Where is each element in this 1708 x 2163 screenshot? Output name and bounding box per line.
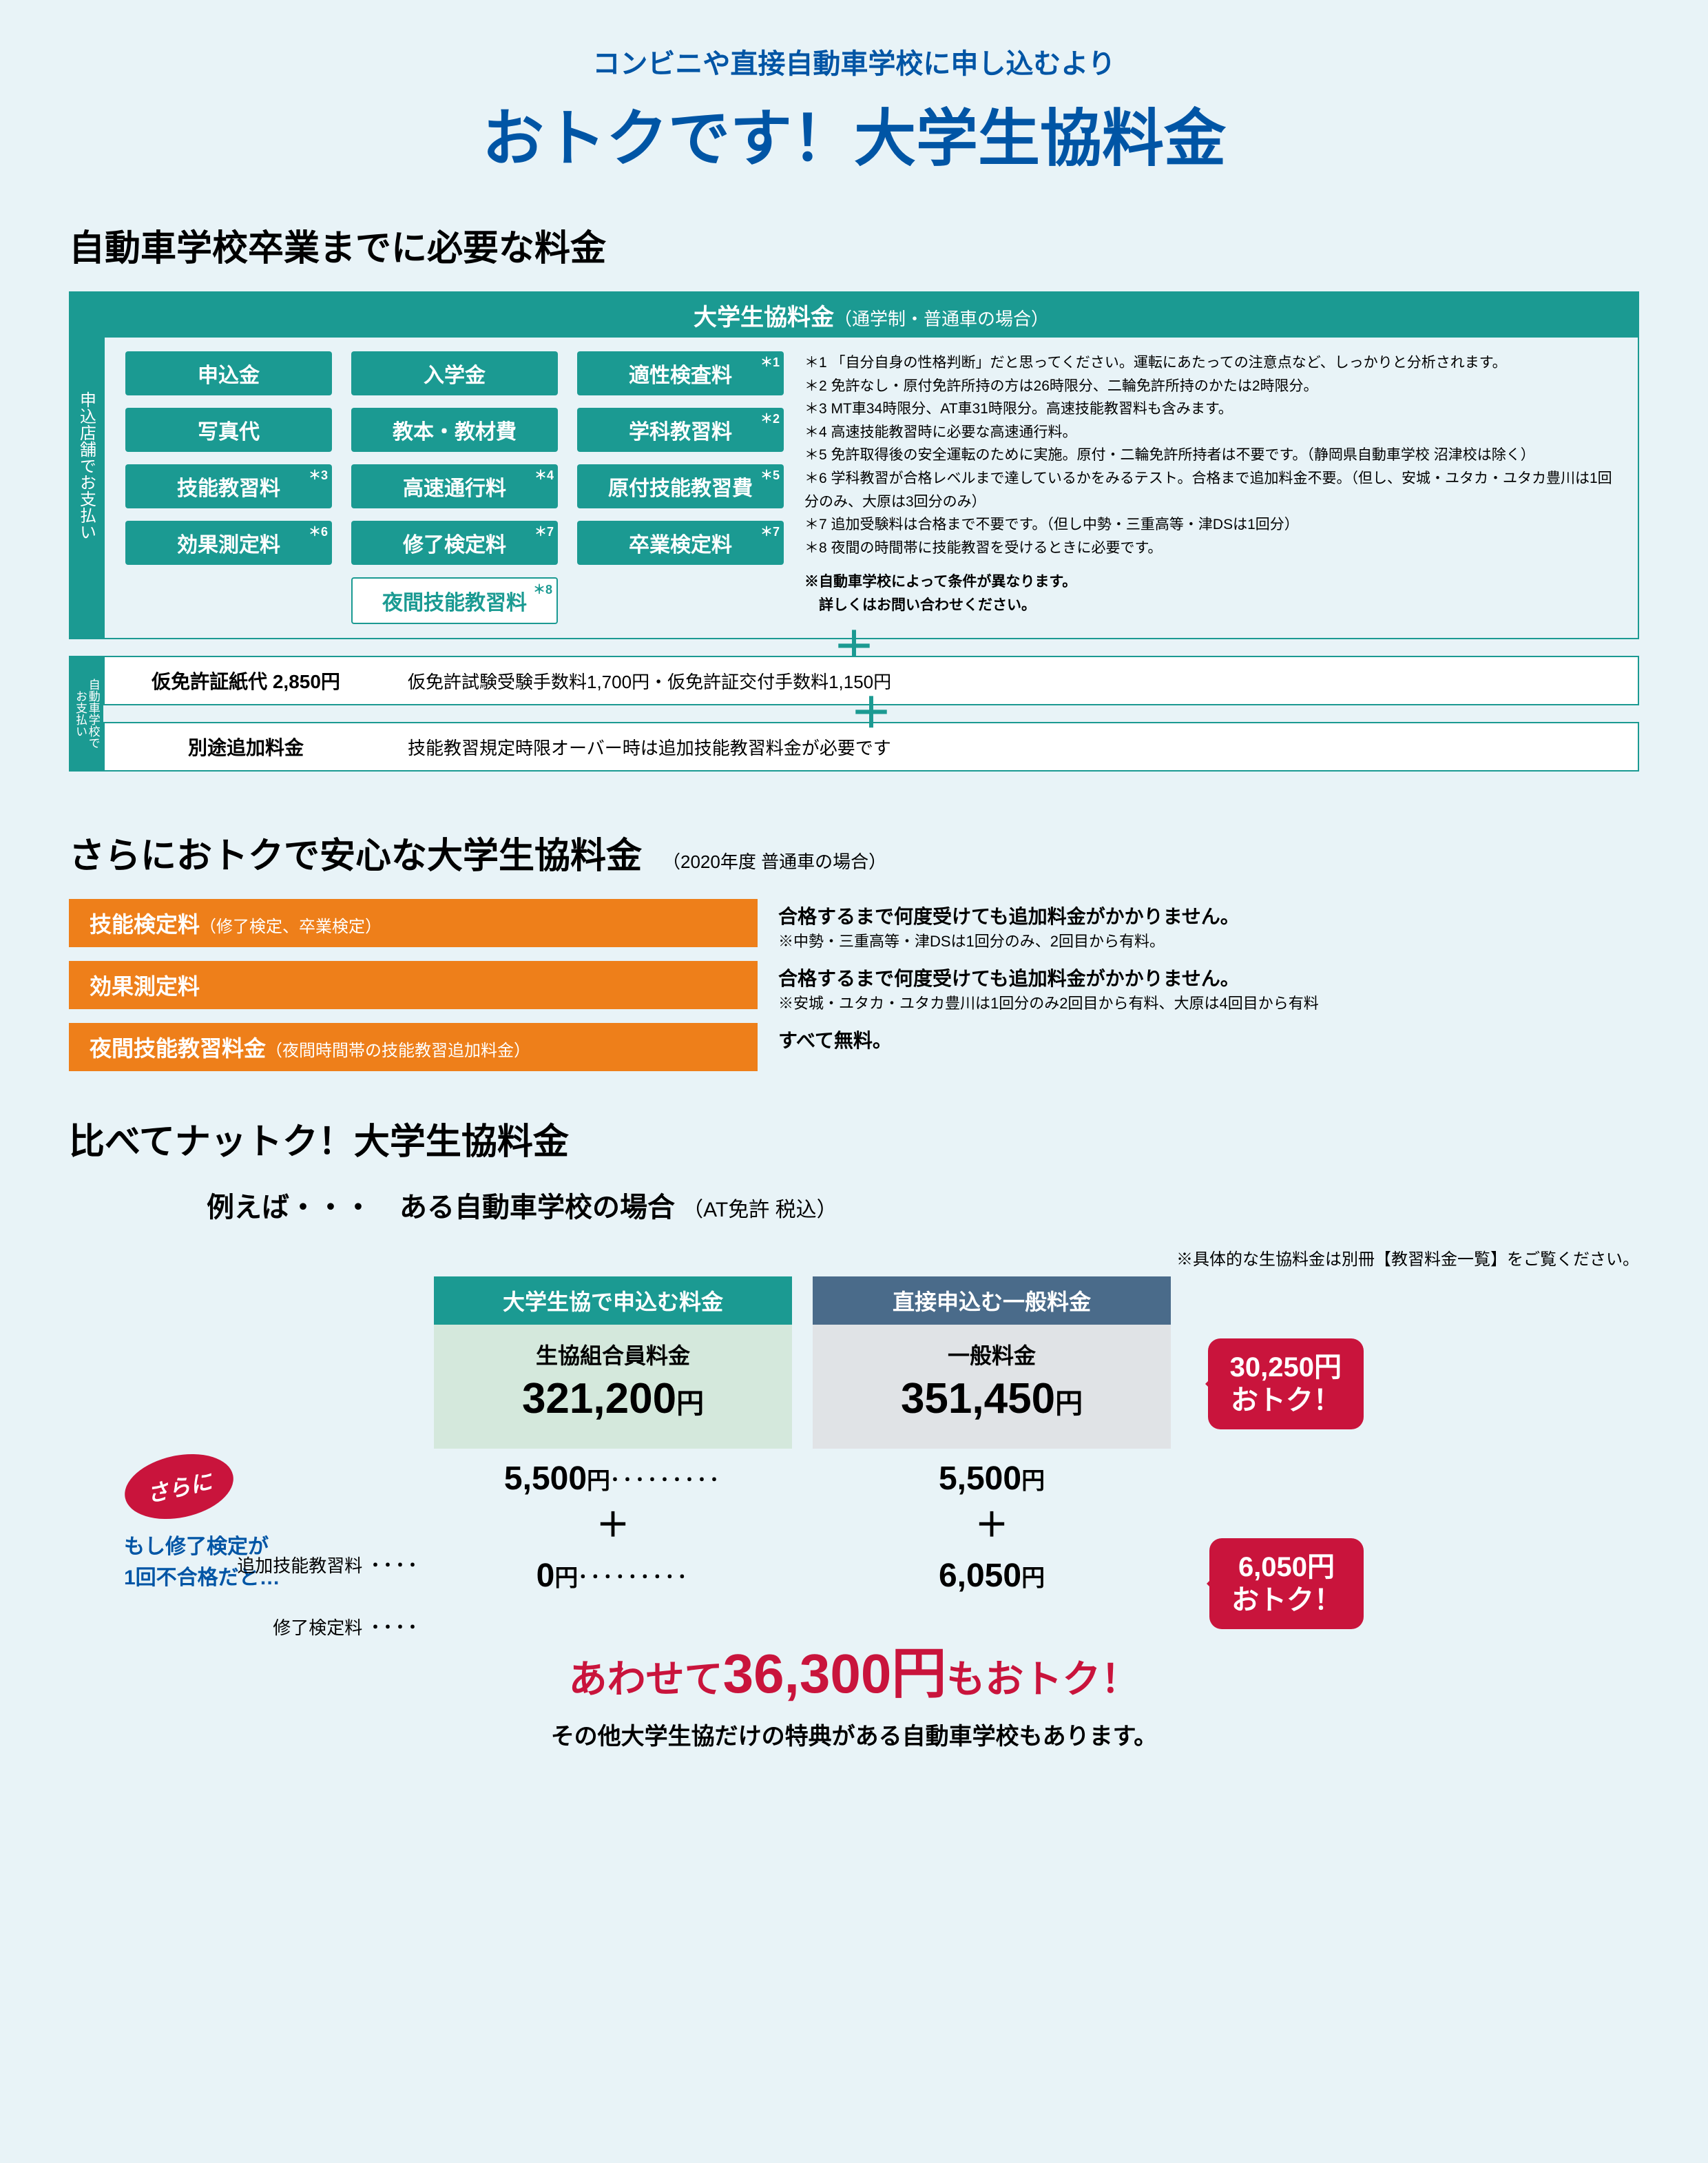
fee-pill: 修了検定料＊7 — [351, 521, 558, 565]
fee-pill: 適性検査料＊1 — [577, 351, 784, 395]
fee-diagram: 申込店舗でお支払い 大学生協料金（通学制・普通車の場合） 申込金入学金適性検査料… — [69, 291, 1639, 772]
fee-pill: 学科教習料＊2 — [577, 408, 784, 452]
fee-pill: 高速通行料＊4 — [351, 464, 558, 508]
col1-head: 大学生協で申込む料金 — [434, 1276, 792, 1325]
benefit-bar: 夜間技能教習料金（夜間時間帯の技能教習追加料金） — [69, 1023, 758, 1071]
compare-table: さらに もし修了検定が 1回不合格だと… 追加技能教習料 ････ 修了検定料 … — [124, 1276, 1639, 1595]
fee-pill: 入学金 — [351, 351, 558, 395]
vtab-school: 自動車学校で お支払い — [69, 656, 103, 772]
section3-sub: 例えば・・・ ある自動車学校の場合 （AT免許 税込） — [207, 1185, 1639, 1225]
section1-title: 自動車学校卒業までに必要な料金 — [69, 219, 1639, 271]
sara-badge: さらに — [118, 1445, 239, 1528]
compare-left: さらに もし修了検定が 1回不合格だと… 追加技能教習料 ････ 修了検定料 … — [124, 1276, 413, 1593]
sub-headline: コンビニや直接自動車学校に申し込むより — [69, 41, 1639, 81]
section2-title: さらにおトクで安心な大学生協料金 — [69, 827, 642, 878]
col2-head: 直接申込む一般料金 — [813, 1276, 1171, 1325]
section-benefits: さらにおトクで安心な大学生協料金 （2020年度 普通車の場合） 技能検定料（修… — [69, 827, 1639, 1071]
fee-pill: 卒業検定料＊7 — [577, 521, 784, 565]
benefit-row: 効果測定料合格するまで何度受けても追加料金がかかりません。※安城・ユタカ・ユタカ… — [69, 961, 1639, 1013]
row-labels: 追加技能教習料 ････ 修了検定料 ････ — [237, 1535, 420, 1658]
fee-notes: ＊1 「自分自身の性格判断」だと思ってください。運転にあたっての注意点など、しっ… — [804, 338, 1638, 638]
benefit-row: 夜間技能教習料金（夜間時間帯の技能教習追加料金）すべて無料。 — [69, 1023, 1639, 1071]
vtab-store: 申込店舗でお支払い — [69, 291, 103, 639]
header: コンビニや直接自動車学校に申し込むより おトクです！大学生協料金 — [69, 41, 1639, 178]
section3-title: 比べてナットク！大学生協料金 — [69, 1112, 1639, 1164]
section3-note: ※具体的な生協料金は別冊【教習料金一覧】をご覧ください。 — [69, 1245, 1639, 1270]
compare-col-coop: 大学生協で申込む料金 生協組合員料金 321,200円 5,500円･･････… — [434, 1276, 792, 1595]
fee-pill: 原付技能教習費＊5 — [577, 464, 784, 508]
save-badge-2: 6,050円 おトク！ — [1209, 1538, 1364, 1629]
fee-pill: 技能教習料＊3 — [125, 464, 332, 508]
benefit-bar: 技能検定料（修了検定、卒業検定） — [69, 899, 758, 947]
fee-grid: 申込金入学金適性検査料＊1 写真代教本・教材費学科教習料＊2 技能教習料＊3 高速通行… — [105, 338, 804, 638]
fee-pill: 写真代 — [125, 408, 332, 452]
main-headline: おトクです！大学生協料金 — [69, 88, 1639, 178]
benefits-list: 技能検定料（修了検定、卒業検定）合格するまで何度受けても追加料金がかかりません。… — [69, 899, 1639, 1071]
benefit-row: 技能検定料（修了検定、卒業検定）合格するまで何度受けても追加料金がかかりません。… — [69, 899, 1639, 951]
fee-pill: 教本・教材費 — [351, 408, 558, 452]
section-fees: 自動車学校卒業までに必要な料金 申込店舗でお支払い 大学生協料金（通学制・普通車… — [69, 219, 1639, 772]
col1-price: 321,200円 — [441, 1374, 785, 1423]
fee-box: 大学生協料金（通学制・普通車の場合） 申込金入学金適性検査料＊1 写真代教本・教材… — [103, 291, 1639, 639]
fee-pill: 申込金 — [125, 351, 332, 395]
fee-pill: 効果測定料＊6 — [125, 521, 332, 565]
benefit-bar: 効果測定料 — [69, 961, 758, 1009]
section-compare: 比べてナットク！大学生協料金 例えば・・・ ある自動車学校の場合 （AT免許 税… — [69, 1112, 1639, 1751]
compare-col-direct: 直接申込む一般料金 一般料金 351,450円 5,500円 ＋ 6,050円 … — [813, 1276, 1171, 1595]
fee-box-title: 大学生協料金（通学制・普通車の場合） — [105, 293, 1638, 338]
fee-pill-night: 夜間技能教習料＊8 — [351, 577, 558, 624]
col2-price: 351,450円 — [820, 1374, 1164, 1423]
section2-paren: （2020年度 普通車の場合） — [663, 848, 886, 873]
final-sub: その他大学生協だけの特典がある自動車学校もあります。 — [69, 1717, 1639, 1751]
save-badge-1: 30,250円 おトク！ — [1208, 1338, 1364, 1429]
